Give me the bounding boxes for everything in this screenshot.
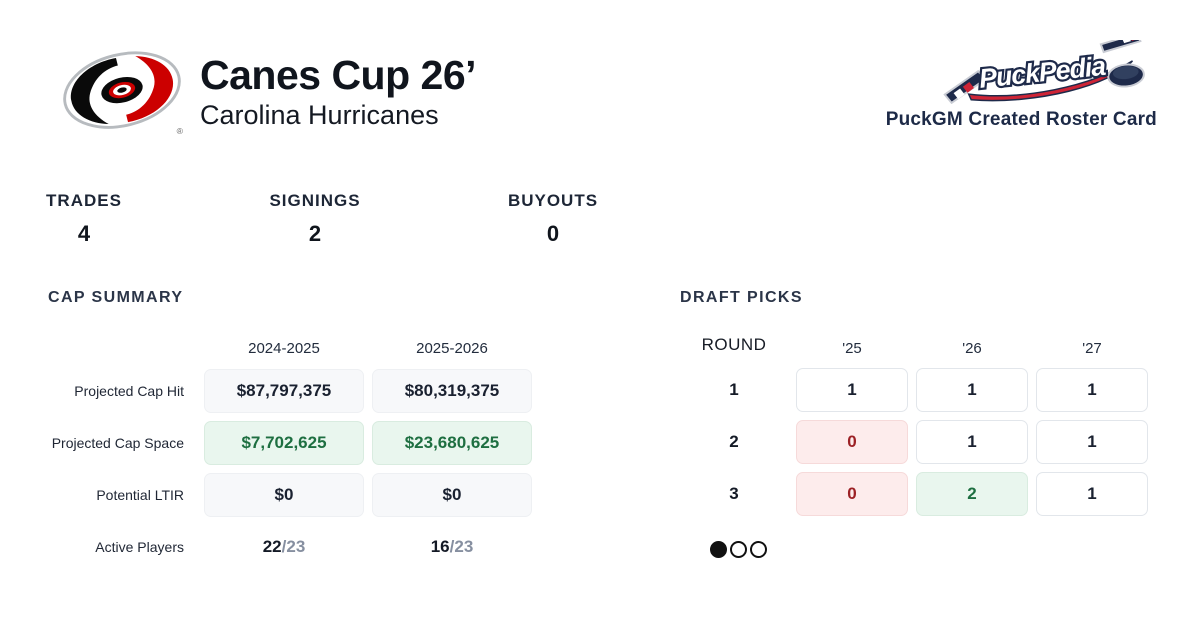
ltir-value: $0 [204,473,364,517]
pick-count-cell: 1 [916,368,1028,412]
active-players-current: 16 [430,537,450,556]
active-players-total: /23 [281,537,306,556]
page-title: Canes Cup 26’ [200,51,477,98]
page-dot-1[interactable] [710,541,727,558]
stat-value: 2 [308,221,322,246]
brand-logo-text: PuckPedia [978,51,1108,94]
pick-count-cell: 1 [1036,472,1148,516]
draft-picks-title: DRAFT PICKS [680,289,803,306]
round-number: 2 [729,432,739,451]
stat-trades: TRADES 4 [46,191,122,247]
active-players-value: 22/23 [204,525,364,569]
active-players-current: 22 [262,537,282,556]
cap-hit-value: $87,797,375 [204,369,364,413]
team-titles: Canes Cup 26’ Carolina Hurricanes [200,51,477,132]
pick-count-cell: 1 [796,368,908,412]
brand-block: PuckPedia PuckGM Created Roster Card [886,40,1157,131]
active-players-total: /23 [449,537,474,556]
draft-picks-section: DRAFT PICKS ROUND '25 '26 '27 1 1 1 1 2 … [680,289,1148,516]
stat-label: TRADES [46,191,122,210]
season-column-header: 2025-2026 [416,340,488,357]
pick-count-cell: 1 [1036,420,1148,464]
stat-label: BUYOUTS [507,191,599,210]
pick-count-cell: 0 [796,420,908,464]
active-players-value: 16/23 [372,525,532,569]
carousel-pagination [710,541,767,558]
round-column-header: ROUND [701,335,767,354]
season-column-header: 2024-2025 [248,340,320,357]
row-label-projected-cap-space: Projected Cap Space [51,435,184,451]
draft-picks-table: ROUND '25 '26 '27 1 1 1 1 2 0 1 1 3 0 2 … [680,326,1148,516]
brand-tagline: PuckGM Created Roster Card [885,109,1157,130]
stat-value: 4 [77,221,91,246]
cap-summary-section: CAP SUMMARY 2024-2025 2025-2026 Projecte… [48,289,532,569]
pick-count-cell: 0 [796,472,908,516]
pick-count-cell: 2 [916,472,1028,516]
row-label-active-players: Active Players [95,539,184,555]
pick-count-cell: 1 [916,420,1028,464]
row-label-projected-cap-hit: Projected Cap Hit [74,383,184,399]
spacer [48,331,196,361]
puckpedia-logo-icon: PuckPedia [943,40,1145,104]
cap-summary-title: CAP SUMMARY [48,289,184,306]
stat-label: SIGNINGS [269,191,361,210]
cap-space-value: $23,680,625 [372,421,532,465]
year-column-header: '26 [962,340,982,357]
stat-signings: SIGNINGS 2 [269,191,360,247]
stat-value: 0 [546,221,560,246]
cap-space-value: $7,702,625 [204,421,364,465]
round-number: 1 [729,380,739,399]
year-column-header: '25 [842,340,862,357]
team-name: Carolina Hurricanes [200,100,439,131]
cap-hit-value: $80,319,375 [372,369,532,413]
pick-count-cell: 1 [1036,368,1148,412]
year-column-header: '27 [1082,340,1102,357]
ltir-value: $0 [372,473,532,517]
row-label-potential-ltir: Potential LTIR [96,487,184,503]
page-dot-2[interactable] [730,541,747,558]
stat-buyouts: BUYOUTS 0 [508,191,598,247]
page-dot-3[interactable] [750,541,767,558]
registered-mark: ® [177,126,184,136]
carolina-hurricanes-logo-icon: ® [63,51,184,136]
team-header: ® Canes Cup 26’ Carolina Hurricanes [58,46,477,138]
round-number: 3 [729,484,739,503]
cap-summary-table: 2024-2025 2025-2026 Projected Cap Hit $8… [48,331,532,569]
